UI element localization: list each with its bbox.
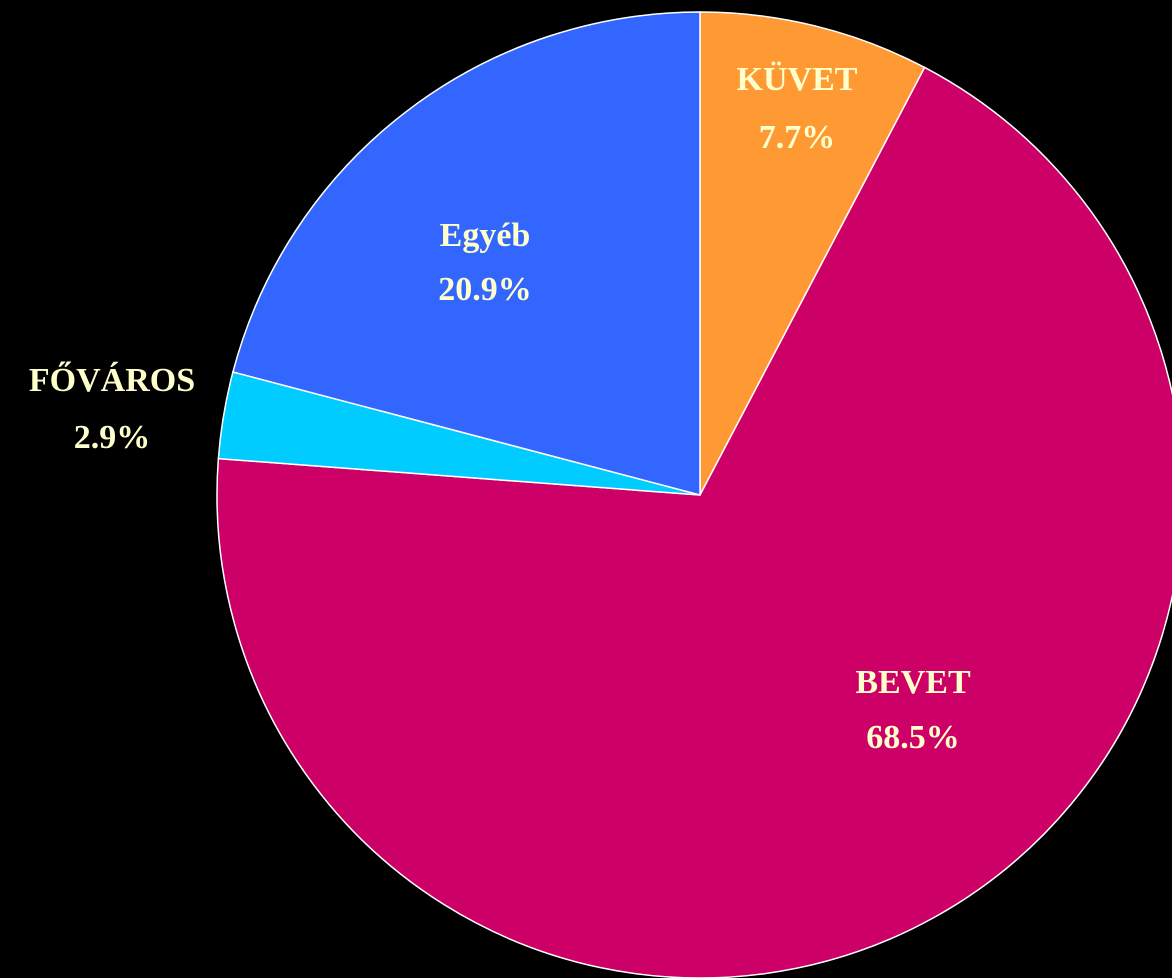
slice-label: BEVET bbox=[855, 664, 971, 701]
slice-label: Egyéb bbox=[440, 217, 531, 254]
slice-value-label: 20.9% bbox=[438, 271, 532, 308]
slice-value-label: 2.9% bbox=[74, 419, 151, 456]
slice-value-label: 7.7% bbox=[759, 119, 836, 156]
pie-slice bbox=[699, 11, 926, 496]
slice-value-label: 68.5% bbox=[866, 719, 960, 756]
pie-slice bbox=[232, 11, 701, 496]
slice-label: KÜVET bbox=[737, 61, 858, 98]
pie-slice bbox=[216, 66, 1172, 978]
slice-label: FŐVÁROS bbox=[29, 361, 195, 399]
